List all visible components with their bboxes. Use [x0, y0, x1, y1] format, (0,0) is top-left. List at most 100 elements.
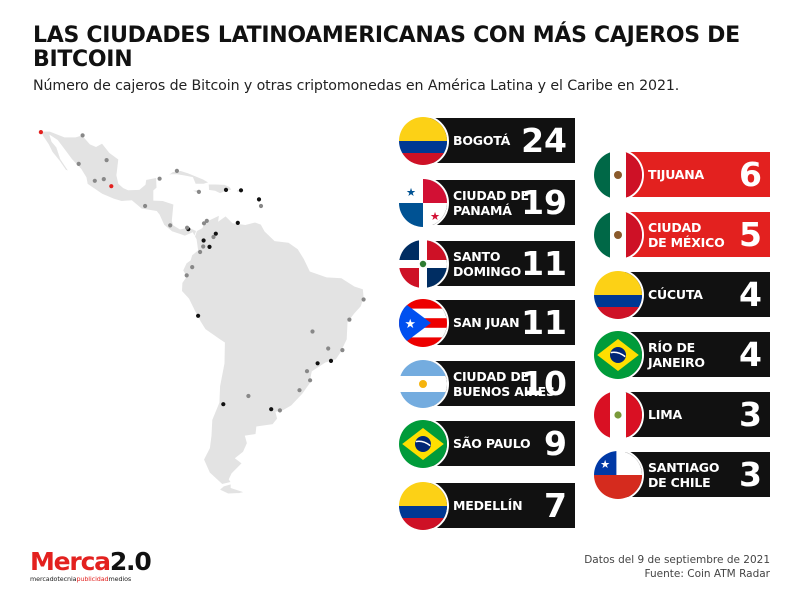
atm-location-dot	[104, 158, 109, 163]
atm-location-dot	[184, 273, 189, 278]
bar-label: SAN JUAN	[453, 315, 520, 330]
dominican-republic-flag-icon	[397, 238, 449, 290]
chile-flag-icon: ★	[592, 449, 644, 501]
logo-tag-2: publicidad	[76, 575, 109, 583]
atm-location-dot	[221, 402, 226, 407]
atm-location-dot	[238, 188, 244, 193]
atm-location-dot	[340, 348, 345, 353]
atm-location-dot	[211, 234, 216, 240]
atm-location-dot	[196, 189, 201, 194]
bar-value: 3	[739, 455, 762, 494]
bar-value: 11	[521, 303, 567, 342]
atm-location-dot	[235, 220, 240, 225]
atm-location-dot	[246, 393, 251, 399]
merca-logo: Merca2.0 mercadotecniapublicidadmedios	[30, 547, 152, 583]
map-hispaniola	[207, 183, 233, 195]
footer-source: Fuente: Coin ATM Radar	[644, 568, 770, 580]
bar: SÃO PAULO 9	[421, 421, 575, 466]
svg-text:★: ★	[430, 210, 440, 223]
bar-value: 6	[739, 155, 762, 194]
atm-location-dot	[297, 388, 302, 393]
bar-label: CIUDAD DE PANAMÁ	[453, 187, 529, 218]
footer-date: Datos del 9 de septiembre de 2021	[584, 554, 770, 566]
atm-location-dot	[207, 244, 212, 249]
argentina-flag-icon	[397, 358, 449, 410]
brazil-flag-icon	[397, 418, 449, 470]
atm-location-dot	[201, 238, 206, 243]
bar-value: 4	[739, 275, 762, 314]
atm-location-dot	[157, 176, 162, 181]
map-cuba	[166, 170, 211, 185]
peru-flag-icon	[592, 389, 644, 441]
atm-location-dot	[328, 358, 334, 363]
bar-label: BOGOTÁ	[453, 133, 511, 148]
svg-text:★: ★	[406, 186, 416, 199]
atm-location-dot	[143, 203, 148, 209]
bar-value: 19	[521, 183, 567, 222]
bar-value: 24	[521, 121, 567, 160]
bar-label: SÃO PAULO	[453, 436, 531, 451]
atm-location-dot	[269, 407, 274, 412]
atm-location-dot	[361, 297, 366, 302]
atm-location-dot	[310, 329, 315, 334]
footer-notes: Datos del 9 de septiembre de 2021 Fuente…	[584, 553, 770, 581]
logo-version: 2.0	[109, 547, 152, 576]
atm-location-dot	[198, 249, 203, 255]
atm-location-dot	[201, 244, 206, 249]
page-subtitle: Número de cajeros de Bitcoin y otras cri…	[33, 78, 680, 94]
atm-location-dot	[201, 221, 207, 226]
bar-label: MEDELLÍN	[453, 498, 523, 513]
bar-value: 11	[521, 244, 567, 283]
atm-location-dot	[223, 187, 229, 192]
atm-location-dot	[347, 317, 352, 322]
atm-location-dot	[185, 225, 190, 230]
atm-location-dot	[38, 130, 43, 135]
puerto-rico-flag-icon: ★	[397, 297, 449, 349]
bar: CIUDAD DE BUENOS AIRES 10	[421, 361, 575, 406]
map-north-central-america	[39, 130, 198, 238]
colombia-flag-icon	[397, 115, 449, 167]
bar-label: SANTO DOMINGO	[453, 248, 522, 279]
atm-location-dot	[256, 197, 262, 202]
bar-value: 5	[739, 215, 762, 254]
bar-label: CIUDAD DE BUENOS AIRES	[453, 368, 555, 399]
atm-location-dot	[277, 408, 282, 413]
colombia-flag-icon	[592, 269, 644, 321]
atm-location-dot	[304, 369, 310, 374]
bar-value: 3	[739, 395, 762, 434]
logo-tag-3: medios	[108, 575, 132, 583]
atm-location-dot	[190, 265, 195, 270]
atm-location-dot	[80, 133, 85, 138]
atm-location-dot	[92, 178, 97, 183]
map-tierra-del-fuego	[218, 483, 247, 495]
bar: LIMA 3	[616, 392, 770, 437]
atm-location-dot	[308, 378, 313, 383]
bar-label: RÍO DE JANEIRO	[648, 339, 705, 370]
colombia-flag-icon	[397, 480, 449, 532]
logo-tag-1: mercadotecnia	[30, 575, 77, 583]
bar-label: TIJUANA	[648, 167, 705, 182]
atm-location-dot	[258, 203, 264, 209]
bar-label: SANTIAGO DE CHILE	[648, 459, 720, 490]
logo-name: Merca	[30, 547, 111, 576]
brazil-flag-icon	[592, 329, 644, 381]
page-title: LAS CIUDADES LATINOAMERICANAS CON MÁS CA…	[33, 23, 740, 72]
bar-label: LIMA	[648, 407, 682, 422]
atm-location-dot	[326, 346, 331, 351]
mexico-flag-icon	[592, 149, 644, 201]
atm-location-dot	[101, 177, 106, 182]
atm-location-dot	[174, 168, 179, 173]
atm-location-dot	[196, 313, 201, 318]
bar: BOGOTÁ 24	[421, 118, 575, 163]
atm-location-dot	[204, 218, 209, 223]
bar-value: 9	[544, 424, 567, 463]
bar-label: CÚCUTA	[648, 287, 703, 302]
atm-location-dot	[168, 223, 173, 228]
bar-value: 10	[521, 364, 567, 403]
bar-value: 4	[739, 335, 762, 374]
atm-location-dot	[315, 361, 320, 366]
svg-text:★: ★	[404, 317, 415, 332]
latin-america-map	[38, 130, 366, 495]
bar: CIUDAD DE PANAMÁ 19	[421, 180, 575, 225]
atm-location-dot	[109, 184, 114, 189]
